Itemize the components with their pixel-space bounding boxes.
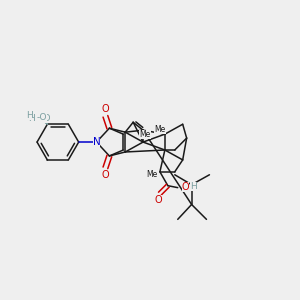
- Text: -O: -O: [37, 112, 47, 122]
- Text: O: O: [154, 194, 162, 205]
- Text: O: O: [102, 170, 109, 180]
- Text: N: N: [93, 137, 101, 147]
- Text: Me: Me: [140, 130, 151, 139]
- Text: H: H: [190, 182, 197, 191]
- Text: O: O: [182, 182, 190, 192]
- Text: H: H: [28, 114, 35, 123]
- Text: -O: -O: [40, 114, 51, 123]
- Text: Me: Me: [146, 170, 158, 179]
- Text: Me: Me: [154, 125, 166, 134]
- Text: O: O: [102, 104, 109, 114]
- Text: H: H: [26, 111, 33, 120]
